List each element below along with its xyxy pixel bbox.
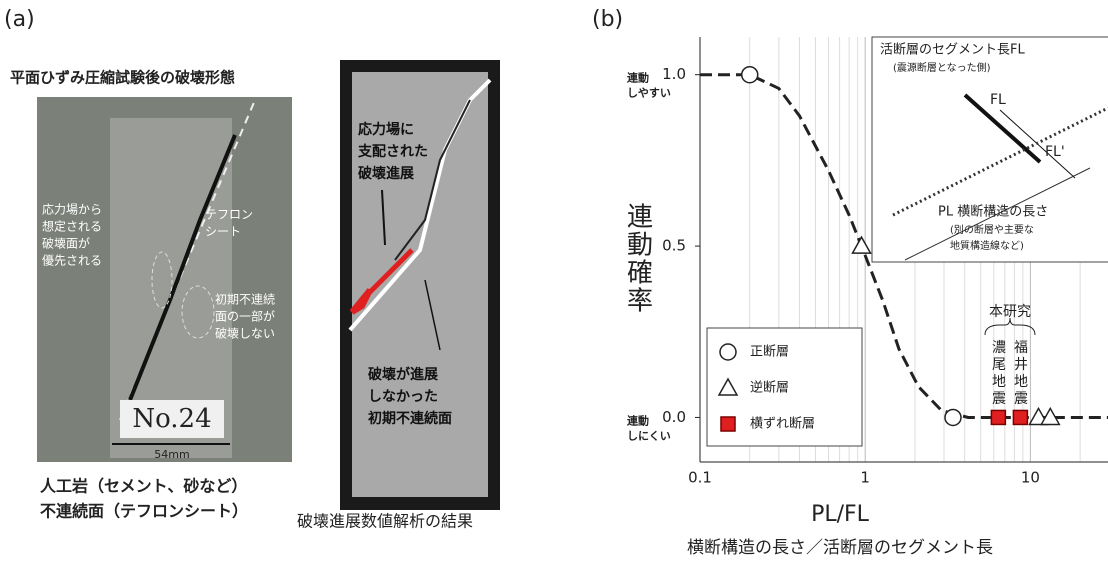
brace	[985, 318, 1035, 335]
specimen-id: No.24	[132, 404, 211, 434]
point	[853, 237, 871, 253]
note-line: テフロン	[205, 208, 253, 222]
note-line: 破壊しない	[215, 326, 275, 341]
note-line: しにくい	[627, 429, 671, 442]
panel-label: (b)	[592, 7, 623, 32]
note-line: 応力場に	[358, 121, 414, 138]
y-axis-title: 確	[627, 259, 653, 289]
annotation: 震	[992, 391, 1006, 407]
scale-text: 54mm	[154, 448, 189, 461]
legend-label: 正断層	[750, 345, 789, 360]
legend-label: 逆断層	[750, 380, 789, 396]
caption: 不連続面（テフロンシート）	[40, 502, 248, 521]
note-line: 連動	[627, 413, 649, 427]
note-line: 面の一部が	[215, 309, 275, 324]
inset-text: (震源断層となった側)	[893, 61, 991, 74]
point	[945, 409, 961, 425]
note-line: 初期不連続面	[368, 410, 452, 427]
note-line: しやすい	[627, 87, 671, 100]
y-axis-title: 動	[627, 231, 653, 261]
caption: 人工岩（セメント、砂など）	[40, 477, 247, 496]
note-line: 優先される	[42, 254, 102, 268]
y-axis-title: 連	[627, 203, 653, 233]
x-tick-label: 0.1	[688, 469, 712, 487]
note-line: 地質構造線など)	[950, 239, 1024, 252]
point	[742, 67, 758, 83]
panel-title: 平面ひずみ圧縮試験後の破壊形態	[10, 69, 235, 87]
note-line: 破壊進展	[358, 165, 414, 182]
note-line: 連動	[627, 71, 649, 85]
inset-text: FL'	[1045, 144, 1065, 160]
point	[1013, 410, 1027, 424]
note-line: 破壊面が	[42, 236, 90, 251]
legend-label: 横ずれ断層	[750, 417, 815, 432]
caption: 破壊進展数値解析の結果	[297, 512, 473, 531]
figure: (a) 平面ひずみ圧縮試験後の破壊形態 No.24 54mm 人工岩（セメント、…	[0, 0, 1108, 561]
inset-text: FL	[990, 92, 1006, 108]
x-axis-title: PL/FL	[811, 502, 870, 527]
y-axis-title: 率	[627, 287, 653, 317]
panel-label: (a)	[4, 7, 35, 32]
point	[991, 410, 1005, 424]
y-tick-label: 1.0	[662, 65, 686, 83]
x-tick-label: 1	[860, 469, 870, 487]
note-line: 破壊が進展	[368, 366, 438, 383]
y-tick-label: 0.5	[662, 237, 686, 255]
point	[720, 344, 736, 360]
inset-text: 活断層のセグメント長FL	[880, 43, 1025, 58]
point	[721, 417, 735, 431]
annotation: 福	[1014, 340, 1028, 356]
annotation: 震	[1014, 391, 1028, 407]
note-line: 初期不連続	[215, 293, 275, 307]
x-axis-subtitle: 横断構造の長さ／活断層のセグメント長	[687, 538, 993, 558]
note-line: (別の断層や主要な	[950, 223, 1034, 236]
annotation: 井	[1014, 357, 1028, 373]
note-line: シート	[205, 225, 241, 239]
note-line: しなかった	[368, 389, 438, 405]
annotation: 地	[992, 374, 1006, 390]
note-line: 想定される	[42, 219, 102, 234]
note-line: 応力場から	[42, 203, 102, 217]
note-line: 支配された	[357, 143, 428, 160]
x-tick-label: 10	[1021, 469, 1040, 487]
annotation: 地	[1014, 374, 1028, 390]
inset-text: PL 横断構造の長さ	[938, 205, 1048, 220]
annotation: 本研究	[989, 304, 1031, 320]
annotation: 尾	[992, 357, 1006, 373]
y-tick-label: 0.0	[662, 408, 686, 426]
annotation: 濃	[992, 340, 1006, 356]
